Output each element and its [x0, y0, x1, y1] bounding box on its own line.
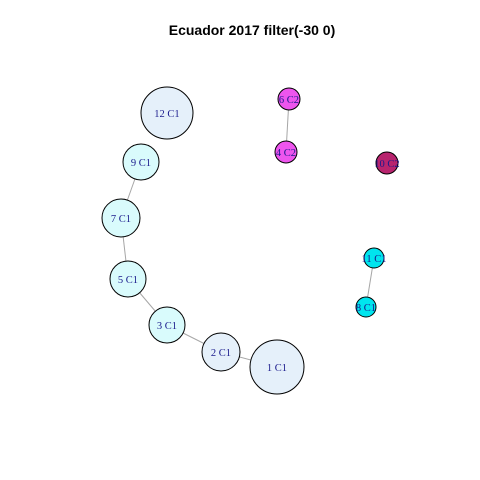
node-label-7: 7 C1 [111, 214, 131, 225]
node-5: 5 C1 [109, 260, 147, 298]
node-circle-7 [101, 198, 141, 238]
node-circle-6 [277, 87, 301, 111]
node-label-2: 2 C1 [211, 348, 231, 359]
node-circle-9 [122, 143, 160, 181]
node-10: 10 C2 [374, 151, 400, 175]
node-9: 9 C1 [122, 143, 160, 181]
node-label-10: 10 C2 [374, 159, 399, 170]
node-label-9: 9 C1 [131, 158, 151, 169]
node-circle-1 [249, 339, 305, 395]
node-circle-12 [140, 86, 194, 140]
node-circle-11 [363, 247, 385, 269]
node-circle-3 [148, 306, 186, 344]
nodes-layer: 12 C1 9 C1 7 C1 5 C1 3 C1 2 C1 1 C1 6 C2 4 C2 10 … [101, 86, 400, 395]
node-4: 4 C2 [274, 140, 298, 164]
node-label-12: 12 C1 [154, 109, 179, 120]
diagram-title: Ecuador 2017 filter(-30 0) [169, 22, 336, 38]
node-label-11: 11 C1 [362, 254, 387, 265]
node-circle-2 [201, 332, 241, 372]
node-label-3: 3 C1 [157, 321, 177, 332]
node-1: 1 C1 [249, 339, 305, 395]
node-7: 7 C1 [101, 198, 141, 238]
node-label-6: 6 C2 [279, 95, 299, 106]
node-12: 12 C1 [140, 86, 194, 140]
node-6: 6 C2 [277, 87, 301, 111]
node-circle-10 [375, 151, 399, 175]
node-label-1: 1 C1 [267, 363, 287, 374]
node-label-4: 4 C2 [276, 148, 296, 159]
node-circle-8 [355, 296, 377, 318]
node-circle-5 [109, 260, 147, 298]
node-2: 2 C1 [201, 332, 241, 372]
node-3: 3 C1 [148, 306, 186, 344]
node-label-8: 8 C1 [356, 303, 376, 314]
node-8: 8 C1 [355, 296, 377, 318]
node-11: 11 C1 [362, 247, 387, 269]
node-label-5: 5 C1 [118, 275, 138, 286]
node-circle-4 [274, 140, 298, 164]
